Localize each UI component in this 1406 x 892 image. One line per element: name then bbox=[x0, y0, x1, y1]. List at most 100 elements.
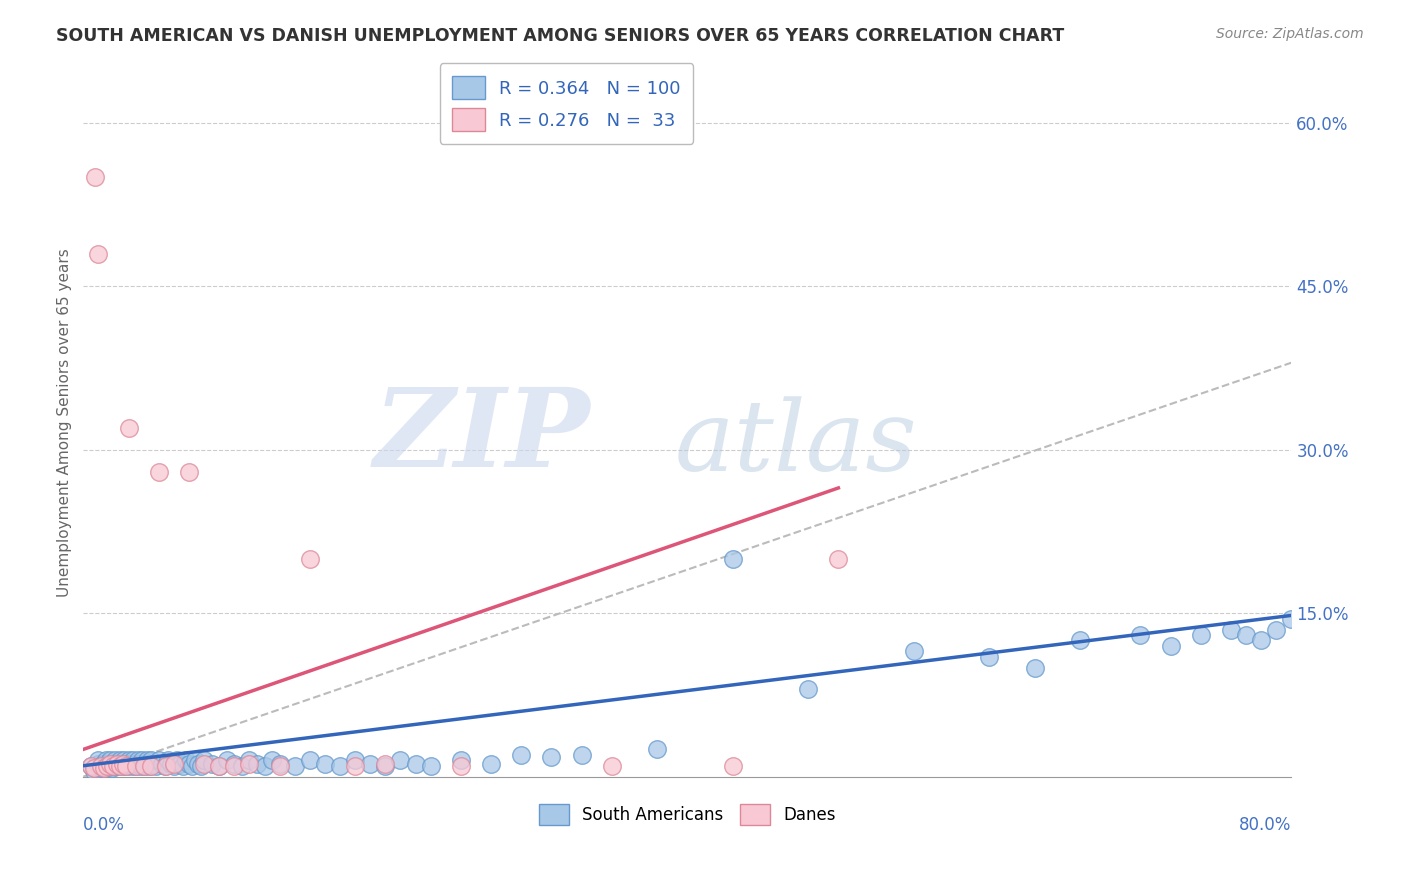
Point bbox=[128, 756, 150, 771]
Point bbox=[193, 753, 215, 767]
Point bbox=[120, 756, 142, 771]
Point bbox=[645, 742, 668, 756]
Point bbox=[115, 758, 138, 772]
Text: Source: ZipAtlas.com: Source: ZipAtlas.com bbox=[1216, 27, 1364, 41]
Point bbox=[1189, 628, 1212, 642]
Point bbox=[163, 758, 186, 772]
Point bbox=[359, 756, 381, 771]
Point bbox=[150, 756, 173, 771]
Point bbox=[1069, 633, 1091, 648]
Y-axis label: Unemployment Among Seniors over 65 years: Unemployment Among Seniors over 65 years bbox=[58, 248, 72, 597]
Point bbox=[103, 758, 125, 772]
Point bbox=[91, 756, 114, 771]
Point bbox=[1024, 661, 1046, 675]
Legend: South Americans, Danes: South Americans, Danes bbox=[531, 797, 842, 832]
Point bbox=[172, 758, 194, 772]
Point bbox=[105, 756, 128, 771]
Point bbox=[90, 758, 112, 772]
Point bbox=[108, 753, 131, 767]
Point bbox=[94, 761, 117, 775]
Point bbox=[145, 758, 167, 772]
Point bbox=[238, 756, 260, 771]
Point bbox=[193, 756, 215, 771]
Point bbox=[479, 756, 502, 771]
Point bbox=[134, 758, 156, 772]
Point bbox=[148, 753, 170, 767]
Point bbox=[721, 758, 744, 772]
Point bbox=[103, 758, 125, 772]
Point bbox=[269, 756, 291, 771]
Point bbox=[90, 761, 112, 775]
Point bbox=[103, 756, 125, 771]
Point bbox=[177, 756, 200, 771]
Point bbox=[105, 756, 128, 771]
Point bbox=[100, 758, 122, 772]
Point bbox=[100, 753, 122, 767]
Point bbox=[117, 421, 139, 435]
Point bbox=[314, 756, 336, 771]
Point bbox=[329, 758, 352, 772]
Point bbox=[83, 764, 105, 779]
Point bbox=[117, 753, 139, 767]
Point bbox=[253, 758, 276, 772]
Point bbox=[121, 758, 143, 772]
Point bbox=[344, 753, 367, 767]
Point bbox=[96, 758, 118, 772]
Point bbox=[111, 758, 134, 772]
Point bbox=[93, 758, 115, 772]
Point bbox=[142, 756, 165, 771]
Point bbox=[155, 758, 177, 772]
Point bbox=[269, 758, 291, 772]
Point bbox=[87, 753, 110, 767]
Point bbox=[114, 756, 136, 771]
Point bbox=[174, 753, 197, 767]
Point bbox=[153, 758, 176, 772]
Point bbox=[132, 756, 155, 771]
Point bbox=[184, 753, 207, 767]
Point bbox=[93, 761, 115, 775]
Point bbox=[827, 551, 849, 566]
Point bbox=[94, 753, 117, 767]
Text: ZIP: ZIP bbox=[374, 383, 591, 491]
Point bbox=[163, 756, 186, 771]
Point bbox=[122, 753, 145, 767]
Point bbox=[600, 758, 623, 772]
Point bbox=[107, 758, 129, 772]
Point bbox=[135, 753, 157, 767]
Point bbox=[979, 649, 1001, 664]
Point bbox=[298, 551, 321, 566]
Point bbox=[101, 761, 124, 775]
Point bbox=[139, 758, 162, 772]
Point bbox=[110, 756, 132, 771]
Point bbox=[405, 756, 427, 771]
Point bbox=[127, 753, 149, 767]
Point bbox=[208, 758, 231, 772]
Point bbox=[87, 246, 110, 260]
Point bbox=[903, 644, 925, 658]
Point bbox=[141, 753, 163, 767]
Point bbox=[450, 758, 472, 772]
Point bbox=[83, 761, 105, 775]
Point bbox=[246, 756, 269, 771]
Point bbox=[100, 756, 122, 771]
Point bbox=[114, 758, 136, 772]
Point bbox=[389, 753, 412, 767]
Point bbox=[298, 753, 321, 767]
Point bbox=[540, 750, 562, 764]
Point bbox=[87, 756, 110, 771]
Point bbox=[136, 756, 159, 771]
Point bbox=[1281, 612, 1303, 626]
Point bbox=[571, 747, 593, 762]
Text: 0.0%: 0.0% bbox=[83, 815, 125, 833]
Point bbox=[1265, 623, 1288, 637]
Point bbox=[1160, 639, 1182, 653]
Point bbox=[231, 758, 253, 772]
Text: 80.0%: 80.0% bbox=[1239, 815, 1292, 833]
Point bbox=[510, 747, 533, 762]
Point bbox=[262, 753, 284, 767]
Point bbox=[177, 465, 200, 479]
Point bbox=[111, 756, 134, 771]
Point bbox=[238, 753, 260, 767]
Point bbox=[169, 756, 191, 771]
Point bbox=[374, 758, 396, 772]
